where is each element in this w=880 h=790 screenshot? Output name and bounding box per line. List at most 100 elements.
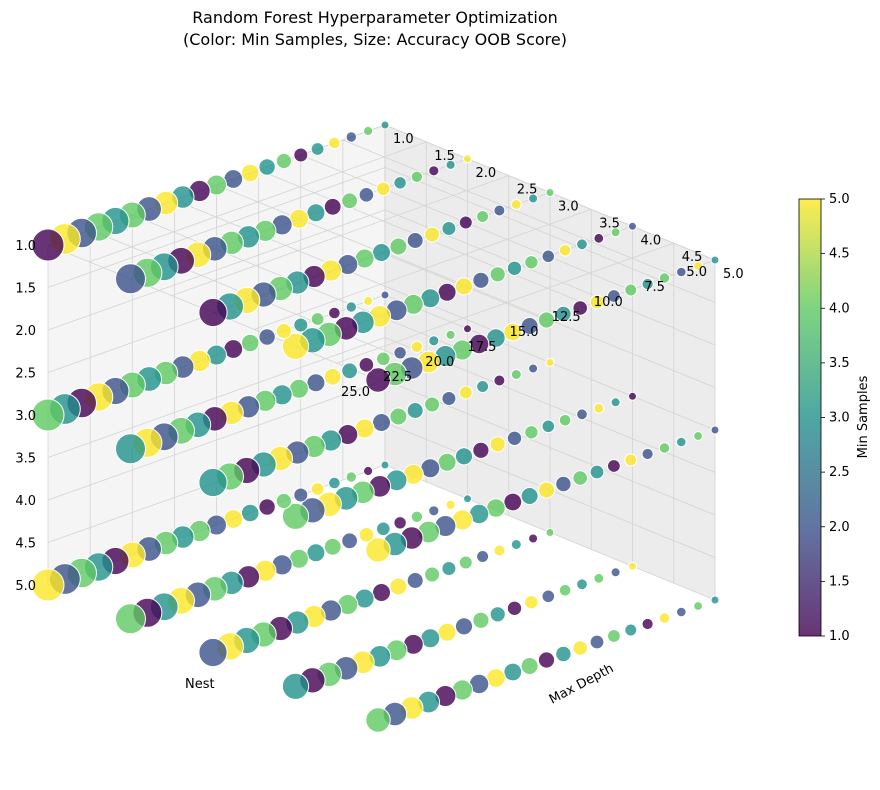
scatter-point [610, 397, 621, 408]
colorbar-tick-label: 5.0 [829, 192, 850, 207]
scatter-point [358, 527, 375, 543]
scatter-point [710, 425, 720, 435]
colorbar-tick-label: 2.0 [829, 520, 850, 535]
scatter-point [493, 544, 506, 557]
scatter-point [441, 561, 457, 576]
grid-line [384, 379, 716, 516]
scatter-point [472, 611, 490, 629]
scatter-point [676, 436, 687, 448]
scatter-point [624, 623, 638, 637]
scatter-point [476, 380, 490, 393]
scatter-point [576, 238, 588, 251]
scatter-point [258, 498, 276, 516]
scatter-point [545, 358, 555, 367]
scatter-point [428, 165, 440, 177]
x-tick-label: 7.5 [644, 280, 665, 295]
scatter-point [406, 572, 424, 589]
scatter-point [31, 568, 65, 602]
scatter-point [572, 640, 589, 656]
grid-line [47, 379, 386, 501]
scatter-point [463, 154, 472, 164]
scatter-point [365, 367, 391, 393]
scatter-point [424, 566, 441, 583]
y-tick-label: 1.5 [434, 149, 455, 164]
scatter-point [658, 612, 671, 624]
scatter-point [445, 499, 456, 510]
scatter-point [658, 442, 671, 454]
tick-labels: 5.0 7.5 10.0 12.5 15.0 17.5 20.0 22.5 25.0 1.0 1.5… [15, 132, 743, 594]
scatter-point [365, 537, 391, 563]
scatter-point [537, 481, 556, 499]
y-tick-label: 2.0 [476, 166, 497, 181]
scatter-point [541, 249, 556, 264]
scatter-point [710, 255, 720, 265]
scatter-point [589, 464, 605, 480]
scatter-point [545, 188, 555, 197]
scatter-point [389, 407, 408, 426]
scatter-point [463, 324, 472, 334]
scatter-point [310, 312, 325, 326]
scatter-point [376, 181, 391, 197]
chart-title-line-1: Random Forest Hyperparameter Optimizatio… [192, 8, 558, 27]
scatter-point [710, 595, 720, 605]
scatter-point [306, 373, 326, 393]
scatter-point [589, 634, 605, 650]
scatter-point [424, 396, 441, 413]
scatter-point [428, 505, 440, 517]
grid-line [47, 337, 386, 458]
scatter-point [676, 606, 687, 618]
scatter-point [524, 595, 539, 610]
scatter-point [275, 152, 292, 170]
scatter-point [363, 295, 374, 307]
scatter-point [558, 584, 572, 597]
scatter-point [410, 170, 424, 184]
scatter-point [31, 228, 65, 262]
colorbar-label: Min Samples [856, 375, 871, 458]
scatter-point [380, 120, 390, 130]
scatter-point [506, 260, 523, 276]
scatter-point [345, 471, 357, 483]
z-tick-label: 2.5 [15, 367, 36, 382]
y-tick-label: 5.0 [723, 267, 744, 282]
scatter-point [306, 543, 326, 563]
colorbar: 1.0 1.5 2.0 2.5 3.0 3.5 4.0 4.5 5.0 Min Samples [798, 192, 871, 644]
scatter-point [341, 192, 359, 210]
grid-line [47, 209, 386, 331]
z-tick-label: 4.5 [15, 537, 36, 552]
scatter-point [341, 532, 359, 550]
scatter-point [258, 158, 276, 176]
scatter-point [506, 430, 523, 446]
scatter-point [489, 266, 506, 283]
colorbar-tick-label: 4.0 [829, 301, 850, 316]
scatter-point [115, 433, 146, 465]
y-tick-label: 3.5 [599, 216, 620, 231]
scatter-point [593, 572, 605, 584]
scatter-point [458, 385, 473, 400]
scatter-point [510, 369, 522, 380]
scatter-point [503, 492, 523, 512]
chart-title-line-2: (Color: Min Samples, Size: Accuracy OOB … [183, 30, 567, 49]
z-tick-label: 5.0 [15, 579, 36, 594]
scatter-point [607, 629, 621, 643]
scatter-point [528, 363, 539, 374]
scatter-point [486, 668, 506, 688]
colorbar-tick-label: 2.5 [829, 465, 850, 480]
z-tick-label: 1.5 [15, 282, 36, 297]
scatter-point [510, 199, 522, 210]
scatter-point [293, 317, 309, 333]
scatter-point [437, 622, 457, 642]
colorbar-gradient [798, 198, 822, 637]
scatter-points [31, 120, 720, 733]
scatter-point [198, 467, 228, 498]
scatter-point [275, 492, 292, 510]
scatter-point [341, 362, 359, 380]
scatter-point [641, 447, 654, 461]
grid-line [254, 208, 592, 330]
scatter-point [372, 243, 391, 262]
scatter-point [454, 277, 474, 296]
scatter-point [624, 283, 638, 297]
scatter-point [628, 561, 637, 571]
scatter-point [503, 662, 523, 682]
grid-line [384, 209, 716, 346]
